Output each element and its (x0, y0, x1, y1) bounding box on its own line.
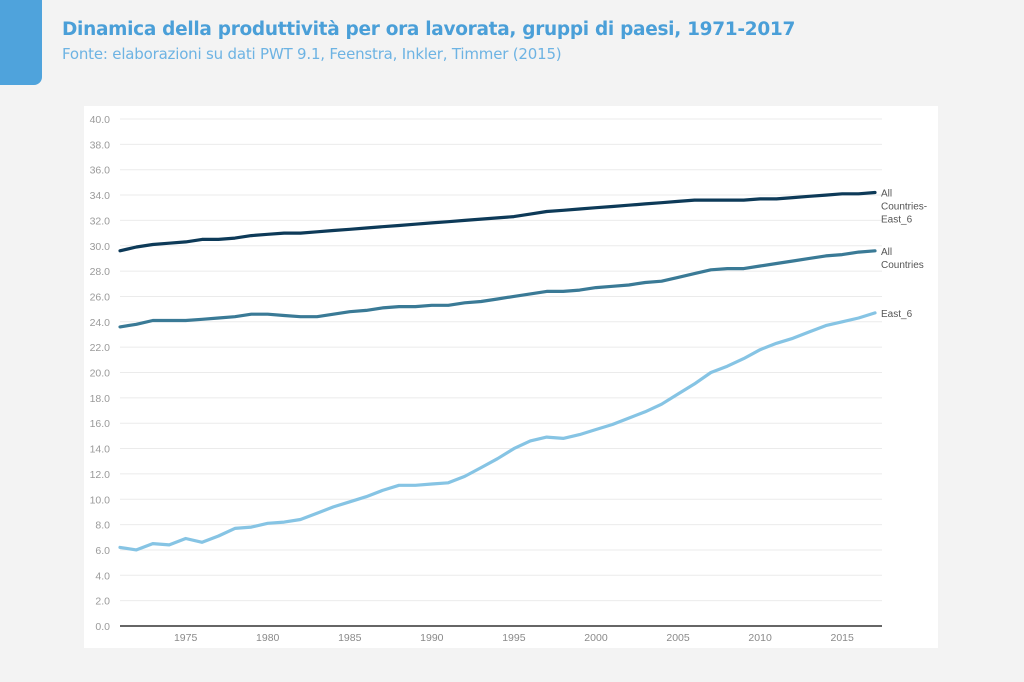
y-tick-label: 18.0 (90, 393, 111, 405)
chart-title: Dinamica della produttività per ora lavo… (62, 19, 796, 40)
y-tick-label: 36.0 (90, 165, 111, 177)
y-tick-label: 40.0 (90, 114, 111, 126)
accent-tab (0, 0, 42, 85)
x-tick-label: 1985 (338, 632, 362, 644)
y-tick-label: 26.0 (90, 291, 111, 303)
y-tick-label: 28.0 (90, 266, 111, 278)
x-tick-label: 1995 (502, 632, 526, 644)
y-tick-label: 14.0 (90, 444, 111, 456)
y-tick-label: 22.0 (90, 342, 111, 354)
y-tick-label: 16.0 (90, 418, 111, 430)
y-tick-label: 0.0 (95, 621, 110, 633)
series-label: East_6 (881, 215, 913, 226)
series-label: Countries (881, 260, 924, 271)
series-label: All (881, 189, 892, 200)
series-labels: All Countries- East_6 All Countries East_6 (881, 189, 927, 320)
x-tick-label: 2005 (666, 632, 690, 644)
y-tick-label: 38.0 (90, 139, 111, 151)
y-tick-label: 20.0 (90, 368, 111, 380)
line-chart: 0.0 2.0 4.0 6.0 8.0 10.0 12.0 14.0 16.0 18.0 20.0 2… (90, 114, 928, 644)
x-tick-label: 1975 (174, 632, 198, 644)
y-tick-label: 32.0 (90, 215, 111, 227)
gridlines (120, 118, 882, 627)
series-line-all-countries (118, 249, 877, 329)
series-label: East_6 (881, 309, 913, 320)
y-tick-label: 30.0 (90, 241, 111, 253)
x-tick-label: 2015 (830, 632, 854, 644)
y-tick-label: 10.0 (90, 494, 111, 506)
x-tick-label: 1990 (420, 632, 444, 644)
y-axis-ticks: 0.0 2.0 4.0 6.0 8.0 10.0 12.0 14.0 16.0 18.0 20.0 2… (90, 114, 111, 633)
chart-subtitle: Fonte: elaborazioni su dati PWT 9.1, Fee… (62, 45, 562, 63)
y-tick-label: 2.0 (95, 596, 110, 608)
x-tick-label: 2010 (748, 632, 772, 644)
y-tick-label: 8.0 (95, 520, 110, 532)
series-line-all-countries-east-6 (118, 190, 877, 253)
y-tick-label: 6.0 (95, 545, 110, 557)
x-tick-label: 2000 (584, 632, 608, 644)
x-axis-ticks: 1975 1980 1985 1990 1995 2000 2005 2010 2015 (174, 632, 854, 644)
series-label: All (881, 247, 892, 258)
series-label: Countries- (881, 202, 927, 213)
series-line-east-6 (118, 311, 877, 552)
y-tick-label: 4.0 (95, 570, 110, 582)
y-tick-label: 34.0 (90, 190, 111, 202)
y-tick-label: 12.0 (90, 469, 111, 481)
x-tick-label: 1980 (256, 632, 280, 644)
series-lines (118, 190, 877, 552)
y-tick-label: 24.0 (90, 317, 111, 329)
chart-card: 0.0 2.0 4.0 6.0 8.0 10.0 12.0 14.0 16.0 18.0 20.0 2… (84, 106, 938, 648)
